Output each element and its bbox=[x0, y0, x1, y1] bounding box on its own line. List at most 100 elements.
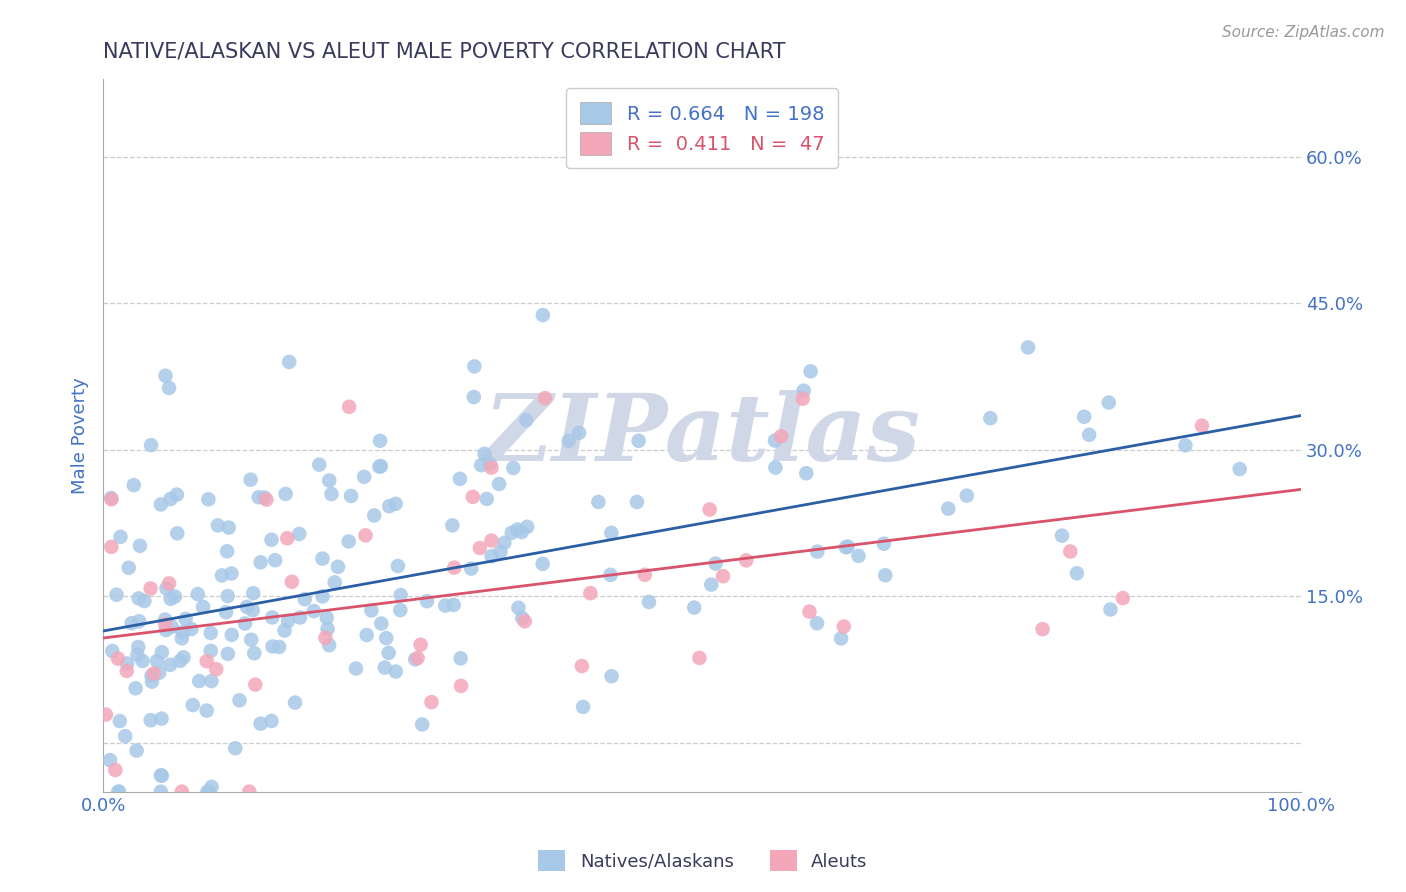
Point bbox=[195, 654, 218, 668]
Point bbox=[260, 714, 283, 728]
Point bbox=[125, 743, 148, 757]
Point bbox=[139, 582, 162, 596]
Point bbox=[148, 665, 170, 680]
Point bbox=[502, 461, 524, 475]
Point bbox=[197, 492, 219, 507]
Point bbox=[848, 549, 870, 563]
Point bbox=[354, 528, 377, 542]
Point bbox=[128, 591, 150, 606]
Point bbox=[374, 660, 396, 674]
Point bbox=[353, 470, 375, 484]
Point bbox=[470, 458, 492, 472]
Point bbox=[572, 699, 595, 714]
Point bbox=[127, 640, 149, 654]
Point bbox=[515, 413, 537, 427]
Point bbox=[141, 674, 163, 689]
Point bbox=[211, 568, 233, 582]
Point bbox=[139, 438, 162, 452]
Point bbox=[377, 646, 399, 660]
Point bbox=[262, 610, 284, 624]
Point bbox=[420, 695, 443, 709]
Point bbox=[105, 588, 128, 602]
Point bbox=[832, 619, 855, 633]
Point bbox=[800, 364, 823, 378]
Point bbox=[273, 624, 295, 638]
Point bbox=[463, 359, 485, 374]
Point bbox=[118, 561, 141, 575]
Point bbox=[384, 665, 406, 679]
Point bbox=[205, 662, 228, 676]
Point bbox=[506, 523, 529, 537]
Point bbox=[792, 392, 814, 406]
Point bbox=[588, 495, 610, 509]
Point bbox=[242, 603, 264, 617]
Point bbox=[207, 518, 229, 533]
Point bbox=[284, 696, 307, 710]
Point bbox=[288, 527, 311, 541]
Point bbox=[191, 599, 214, 614]
Point bbox=[409, 638, 432, 652]
Point bbox=[121, 616, 143, 631]
Point bbox=[508, 600, 530, 615]
Point bbox=[370, 616, 392, 631]
Point bbox=[318, 638, 340, 652]
Point bbox=[389, 603, 412, 617]
Point bbox=[770, 429, 793, 443]
Point bbox=[134, 594, 156, 608]
Point bbox=[1073, 409, 1095, 424]
Point bbox=[169, 654, 191, 668]
Point bbox=[626, 495, 648, 509]
Point bbox=[114, 729, 136, 743]
Point bbox=[1050, 528, 1073, 542]
Point bbox=[201, 780, 224, 794]
Point bbox=[150, 769, 173, 783]
Point bbox=[142, 666, 165, 681]
Text: Source: ZipAtlas.com: Source: ZipAtlas.com bbox=[1222, 25, 1385, 40]
Text: ZIPatlas: ZIPatlas bbox=[484, 390, 921, 480]
Point bbox=[558, 434, 581, 448]
Point bbox=[1174, 438, 1197, 452]
Point bbox=[600, 669, 623, 683]
Point bbox=[166, 526, 188, 541]
Point bbox=[245, 677, 267, 691]
Point bbox=[600, 525, 623, 540]
Point bbox=[830, 632, 852, 646]
Point bbox=[187, 587, 209, 601]
Point bbox=[360, 603, 382, 617]
Point bbox=[1112, 591, 1135, 605]
Point bbox=[356, 628, 378, 642]
Point bbox=[100, 540, 122, 554]
Point bbox=[489, 545, 512, 559]
Point bbox=[253, 491, 276, 505]
Point bbox=[124, 681, 146, 696]
Point bbox=[170, 784, 193, 798]
Point bbox=[163, 590, 186, 604]
Point bbox=[217, 647, 239, 661]
Point bbox=[302, 604, 325, 618]
Point bbox=[242, 586, 264, 600]
Point bbox=[217, 544, 239, 558]
Point bbox=[513, 614, 536, 628]
Point bbox=[443, 560, 465, 574]
Point bbox=[704, 557, 727, 571]
Point bbox=[873, 537, 896, 551]
Point bbox=[481, 460, 503, 475]
Point bbox=[122, 478, 145, 492]
Point bbox=[344, 661, 367, 675]
Point bbox=[316, 622, 339, 636]
Point bbox=[249, 716, 271, 731]
Point bbox=[166, 488, 188, 502]
Point bbox=[236, 599, 259, 614]
Point bbox=[368, 459, 391, 474]
Point bbox=[157, 576, 180, 591]
Point bbox=[1191, 418, 1213, 433]
Point bbox=[181, 698, 204, 712]
Point bbox=[378, 499, 401, 513]
Legend: Natives/Alaskans, Aleuts: Natives/Alaskans, Aleuts bbox=[531, 843, 875, 879]
Point bbox=[278, 355, 301, 369]
Point bbox=[281, 574, 304, 589]
Point bbox=[806, 544, 828, 558]
Point bbox=[141, 669, 163, 683]
Legend: R = 0.664   N = 198, R =  0.411   N =  47: R = 0.664 N = 198, R = 0.411 N = 47 bbox=[567, 88, 838, 169]
Point bbox=[488, 477, 510, 491]
